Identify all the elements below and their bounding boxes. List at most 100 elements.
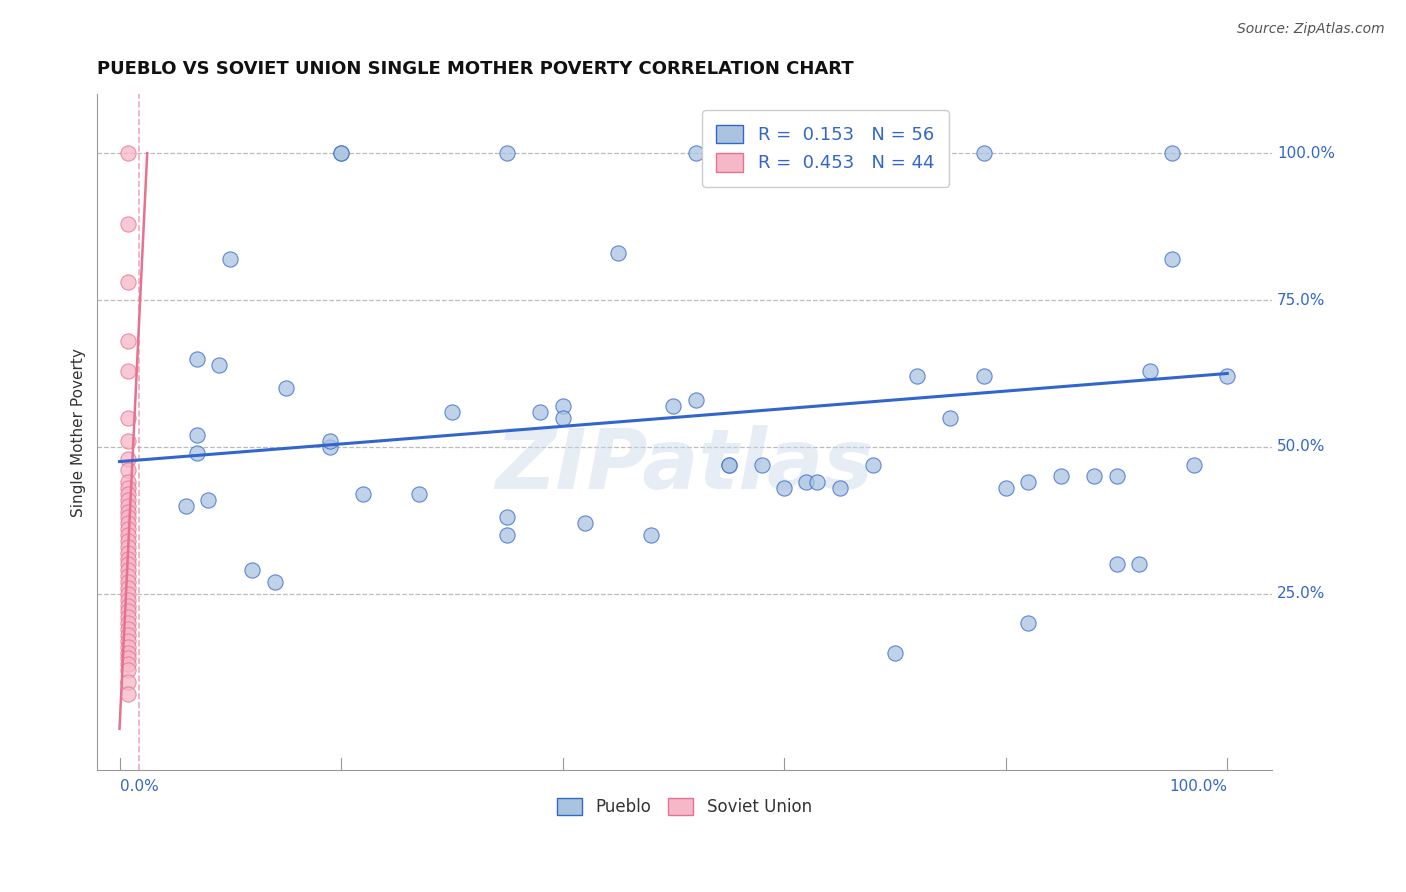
Point [806,475,828,490]
Point [1161,252,1184,266]
Point [352,487,374,501]
Point [117,551,139,566]
Point [117,410,139,425]
Point [117,276,139,290]
Text: ZIPatlas: ZIPatlas [495,425,873,507]
Point [330,146,353,161]
Point [117,622,139,636]
Point [117,528,139,542]
Point [717,458,740,472]
Point [117,546,139,560]
Point [117,587,139,601]
Point [994,481,1017,495]
Text: 50.0%: 50.0% [1277,440,1326,454]
Point [440,404,463,418]
Point [186,446,208,460]
Point [117,646,139,660]
Point [117,516,139,531]
Point [117,533,139,548]
Point [973,369,995,384]
Point [1105,469,1128,483]
Point [117,581,139,595]
Point [117,674,139,689]
Text: Source: ZipAtlas.com: Source: ZipAtlas.com [1237,22,1385,37]
Point [197,492,219,507]
Point [1161,146,1184,161]
Point [1017,616,1039,631]
Point [117,558,139,572]
Point [828,481,851,495]
Point [717,458,740,472]
Point [117,504,139,518]
Point [117,592,139,607]
Point [408,487,430,501]
Point [319,434,342,448]
Point [1050,469,1073,483]
Text: 100.0%: 100.0% [1170,779,1227,794]
Point [117,604,139,618]
Point [117,510,139,524]
Text: PUEBLO VS SOVIET UNION SINGLE MOTHER POVERTY CORRELATION CHART: PUEBLO VS SOVIET UNION SINGLE MOTHER POV… [97,60,853,78]
Point [242,563,264,577]
Point [1083,469,1105,483]
Point [330,146,353,161]
Point [186,351,208,366]
Point [884,646,907,660]
Point [117,451,139,466]
Point [186,428,208,442]
Point [640,528,662,542]
Point [117,492,139,507]
Point [319,440,342,454]
Point [117,487,139,501]
Point [117,687,139,701]
Point [574,516,596,531]
Point [773,481,796,495]
Point [174,499,197,513]
Point [274,381,297,395]
Point [117,522,139,536]
Point [117,574,139,589]
Point [117,657,139,672]
Point [496,510,519,524]
Point [551,399,574,413]
Point [208,358,231,372]
Point [529,404,551,418]
Point [117,146,139,161]
Point [1128,558,1150,572]
Point [1139,363,1161,377]
Text: 100.0%: 100.0% [1277,145,1336,161]
Point [1017,475,1039,490]
Point [117,481,139,495]
Point [263,574,285,589]
Point [973,146,995,161]
Point [117,628,139,642]
Text: 0.0%: 0.0% [120,779,159,794]
Point [117,610,139,624]
Point [117,569,139,583]
Point [685,392,707,407]
Point [496,146,519,161]
Point [117,540,139,554]
Point [117,475,139,490]
Point [551,410,574,425]
Point [117,217,139,231]
Point [117,651,139,665]
Point [884,146,907,161]
Point [117,640,139,654]
Point [751,458,773,472]
Point [117,363,139,377]
Point [1105,558,1128,572]
Point [905,369,928,384]
Point [939,410,962,425]
Text: 75.0%: 75.0% [1277,293,1326,308]
Point [117,663,139,677]
Point [117,599,139,613]
Point [117,334,139,348]
Point [685,146,707,161]
Point [117,463,139,477]
Legend: Pueblo, Soviet Union: Pueblo, Soviet Union [551,791,818,822]
Point [117,616,139,631]
Point [796,475,818,490]
Point [607,246,630,260]
Point [117,434,139,448]
